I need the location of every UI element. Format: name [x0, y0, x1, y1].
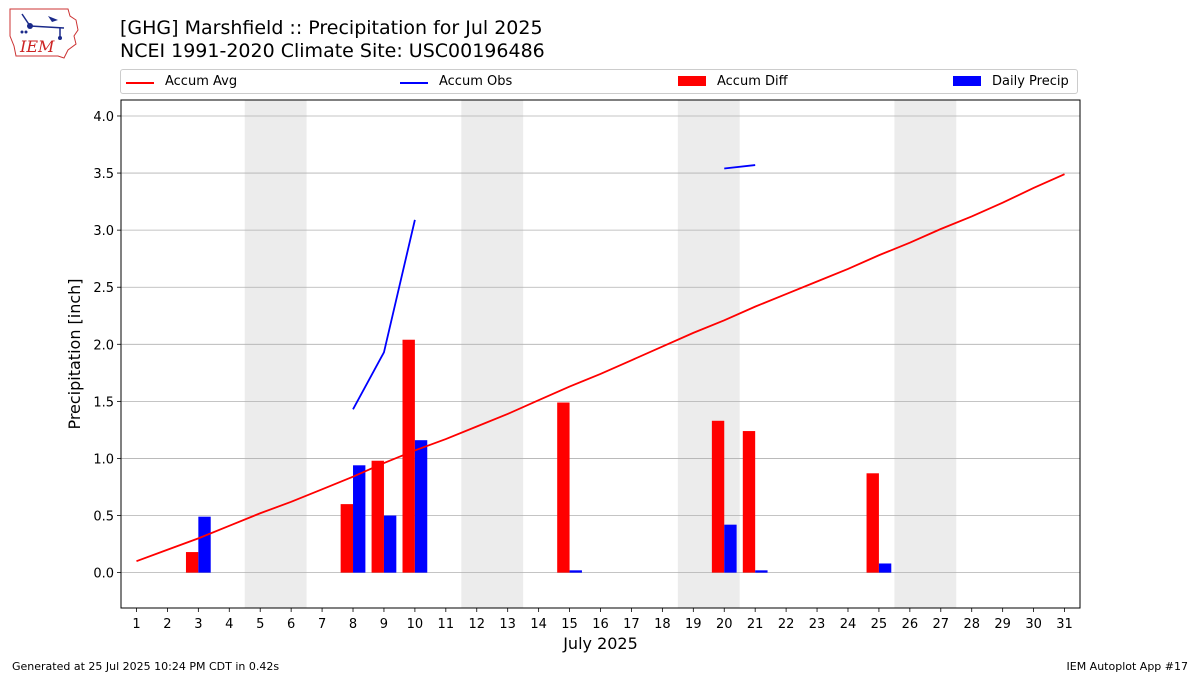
legend-swatch-accum-diff: [678, 76, 706, 86]
x-tick-label: 8: [349, 617, 357, 632]
accum-avg-line: [136, 173, 1065, 563]
x-tick-label: 26: [902, 617, 919, 632]
accum-diff-bar-day-15: [557, 402, 570, 573]
weekend-shade-4: [894, 100, 957, 608]
x-tick-label: 22: [778, 617, 795, 632]
x-tick-label: 21: [747, 617, 764, 632]
iem-logo-text: IEM: [19, 37, 55, 56]
x-tick-label: 1: [132, 617, 140, 632]
legend-swatch-daily-precip: [953, 76, 981, 86]
x-tick-label: 13: [499, 617, 516, 632]
accum-diff-bar-day-20: [711, 420, 725, 573]
y-tick-label: 3.5: [93, 167, 114, 182]
x-tick-label: 5: [256, 617, 264, 632]
chart-legend: Accum Avg Accum Obs Accum Diff Daily Pre…: [120, 69, 1078, 94]
x-tick-label: 9: [380, 617, 388, 632]
accum-diff-bar-day-8: [340, 504, 354, 573]
x-tick-label: 14: [530, 617, 547, 632]
daily-precip-bar-day-9: [383, 515, 397, 573]
daily-precip-bar-day-20: [724, 524, 737, 573]
y-tick-label: 4.0: [93, 110, 114, 125]
daily-precip-bar-day-21: [755, 570, 768, 573]
legend-swatch-accum-avg: [126, 82, 154, 84]
x-tick-label: 4: [225, 617, 233, 632]
y-axis-label: Precipitation [inch]: [65, 278, 84, 429]
x-tick-label: 19: [685, 617, 702, 632]
accum-diff-bar-day-10: [402, 339, 415, 573]
daily-precip-bar-day-15: [569, 570, 582, 573]
legend-swatch-accum-obs: [400, 82, 428, 84]
x-tick-label: 12: [468, 617, 485, 632]
legend-label-accum-avg: Accum Avg: [165, 74, 238, 89]
x-tick-label: 16: [592, 617, 609, 632]
y-tick-label: 3.0: [93, 224, 114, 239]
accum-diff-bar-day-9: [371, 460, 384, 573]
x-tick-label: 17: [623, 617, 640, 632]
x-tick-label: 3: [194, 617, 202, 632]
weekend-shade-1: [244, 100, 307, 608]
x-tick-label: 27: [933, 617, 950, 632]
accum-diff-bar-day-21: [742, 431, 756, 573]
x-tick-label: 11: [438, 617, 455, 632]
x-tick-label: 15: [561, 617, 578, 632]
accum-diff-bar-day-25: [866, 473, 879, 573]
plot-frame: [120, 99, 1081, 609]
daily-precip-bar-day-8: [353, 465, 366, 573]
y-tick-label: 0.0: [93, 567, 114, 582]
y-tick-label: 0.5: [93, 510, 114, 525]
daily-precip-bar-day-10: [414, 440, 428, 573]
legend-label-accum-diff: Accum Diff: [717, 74, 788, 89]
weekend-shade-3: [677, 100, 740, 608]
y-tick-label: 2.5: [93, 281, 114, 296]
app-credit: IEM Autoplot App #17: [1066, 660, 1189, 673]
x-tick-label: 29: [994, 617, 1011, 632]
legend-label-accum-obs: Accum Obs: [439, 74, 513, 89]
accum-obs-line-1: [352, 219, 416, 410]
x-tick-label: 10: [407, 617, 424, 632]
x-tick-label: 30: [1025, 617, 1042, 632]
y-tick-label: 1.0: [93, 452, 114, 467]
x-tick-label: 18: [654, 617, 671, 632]
daily-precip-bar-day-3: [198, 516, 211, 573]
x-tick-label: 31: [1056, 617, 1073, 632]
accum-diff-bar-day-3: [185, 552, 199, 573]
x-tick-label: 24: [840, 617, 857, 632]
x-tick-label: 6: [287, 617, 295, 632]
x-tick-label: 20: [716, 617, 733, 632]
generated-timestamp: Generated at 25 Jul 2025 10:24 PM CDT in…: [12, 660, 280, 673]
x-tick-label: 25: [871, 617, 888, 632]
y-tick-label: 1.5: [93, 395, 114, 410]
x-tick-label: 2: [163, 617, 171, 632]
daily-precip-bar-day-25: [878, 563, 892, 573]
x-tick-label: 28: [963, 617, 980, 632]
iem-logo: IEM: [9, 8, 79, 59]
weekend-shade-2: [461, 100, 524, 608]
chart-title: [GHG] Marshfield :: Precipitation for Ju…: [120, 17, 543, 39]
x-tick-label: 23: [809, 617, 826, 632]
x-axis-label: July 2025: [562, 634, 638, 653]
chart-subtitle: NCEI 1991-2020 Climate Site: USC00196486: [120, 40, 545, 62]
x-tick-label: 7: [318, 617, 326, 632]
accum-obs-line-2: [724, 164, 756, 170]
legend-label-daily-precip: Daily Precip: [992, 74, 1069, 89]
y-tick-label: 2.0: [93, 338, 114, 353]
